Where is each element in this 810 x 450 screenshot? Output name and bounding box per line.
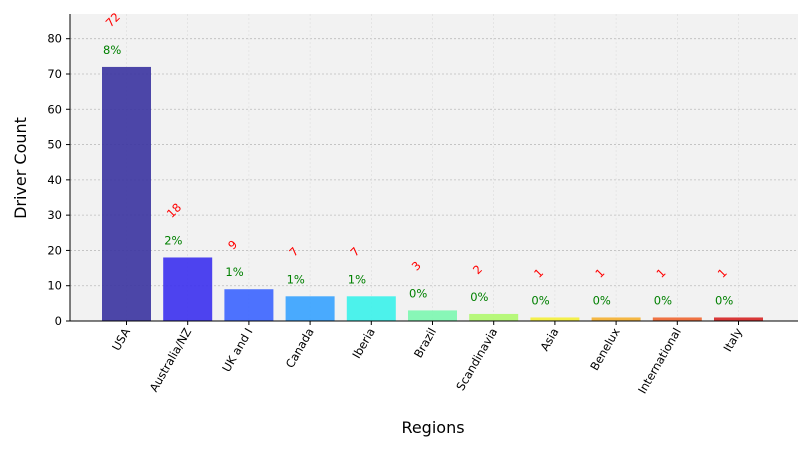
percent-labels-group: 8% 2% 1% 1% 1% 0% 0% 0% 0% 0% 0% bbox=[103, 43, 733, 308]
y-tick-label: 60 bbox=[47, 102, 62, 116]
bar bbox=[102, 66, 151, 322]
x-axis-label: Regions bbox=[401, 418, 464, 437]
bars-group bbox=[102, 66, 763, 322]
bar bbox=[591, 317, 641, 321]
bar bbox=[530, 317, 580, 321]
bar bbox=[346, 296, 396, 321]
bar-percent-label: 0% bbox=[593, 293, 611, 307]
x-tick-label: International bbox=[635, 326, 684, 397]
x-tick-label: Canada bbox=[283, 326, 317, 371]
y-tick-label: 70 bbox=[47, 67, 62, 81]
bar bbox=[285, 296, 335, 321]
y-tick-label: 0 bbox=[55, 314, 62, 328]
bar bbox=[469, 313, 519, 321]
x-tick-label: USA bbox=[109, 325, 133, 353]
bar-percent-label: 0% bbox=[654, 293, 672, 307]
bar bbox=[652, 317, 702, 321]
y-tick-label: 50 bbox=[47, 138, 62, 152]
y-tick-label: 30 bbox=[47, 208, 62, 222]
bar-percent-label: 8% bbox=[103, 43, 121, 57]
x-ticks-group: USA Australia/NZ UK and I Canada Iberia Brazi… bbox=[109, 321, 745, 396]
x-tick-label: Iberia bbox=[349, 326, 377, 361]
bar-percent-label: 0% bbox=[715, 293, 733, 307]
y-ticks-group: 0 10 20 30 40 50 60 70 80 bbox=[47, 32, 70, 328]
bar bbox=[163, 257, 213, 321]
bar-percent-label: 1% bbox=[287, 272, 305, 286]
y-tick-label: 80 bbox=[47, 32, 62, 46]
x-tick-label: Asia bbox=[537, 326, 561, 354]
x-tick-label: Scandinavia bbox=[453, 326, 500, 393]
bar bbox=[714, 317, 763, 321]
bar bbox=[224, 289, 274, 321]
x-tick-label: Brazil bbox=[411, 326, 439, 361]
bar-percent-label: 0% bbox=[409, 286, 427, 300]
x-tick-label: UK and I bbox=[219, 326, 255, 375]
bar bbox=[408, 310, 457, 321]
bar-percent-label: 1% bbox=[225, 265, 243, 279]
x-tick-label: Australia/NZ bbox=[147, 325, 195, 394]
y-axis-label: Driver Count bbox=[11, 117, 30, 219]
bar-percent-label: 0% bbox=[470, 290, 488, 304]
bar-percent-label: 1% bbox=[348, 272, 366, 286]
y-tick-label: 40 bbox=[47, 173, 62, 187]
bar-percent-label: 0% bbox=[531, 293, 549, 307]
y-tick-label: 10 bbox=[47, 279, 62, 293]
x-tick-label: Benelux bbox=[587, 325, 623, 373]
x-tick-label: Italy bbox=[720, 325, 745, 354]
y-tick-label: 20 bbox=[47, 243, 62, 257]
bar-percent-label: 2% bbox=[164, 233, 182, 247]
